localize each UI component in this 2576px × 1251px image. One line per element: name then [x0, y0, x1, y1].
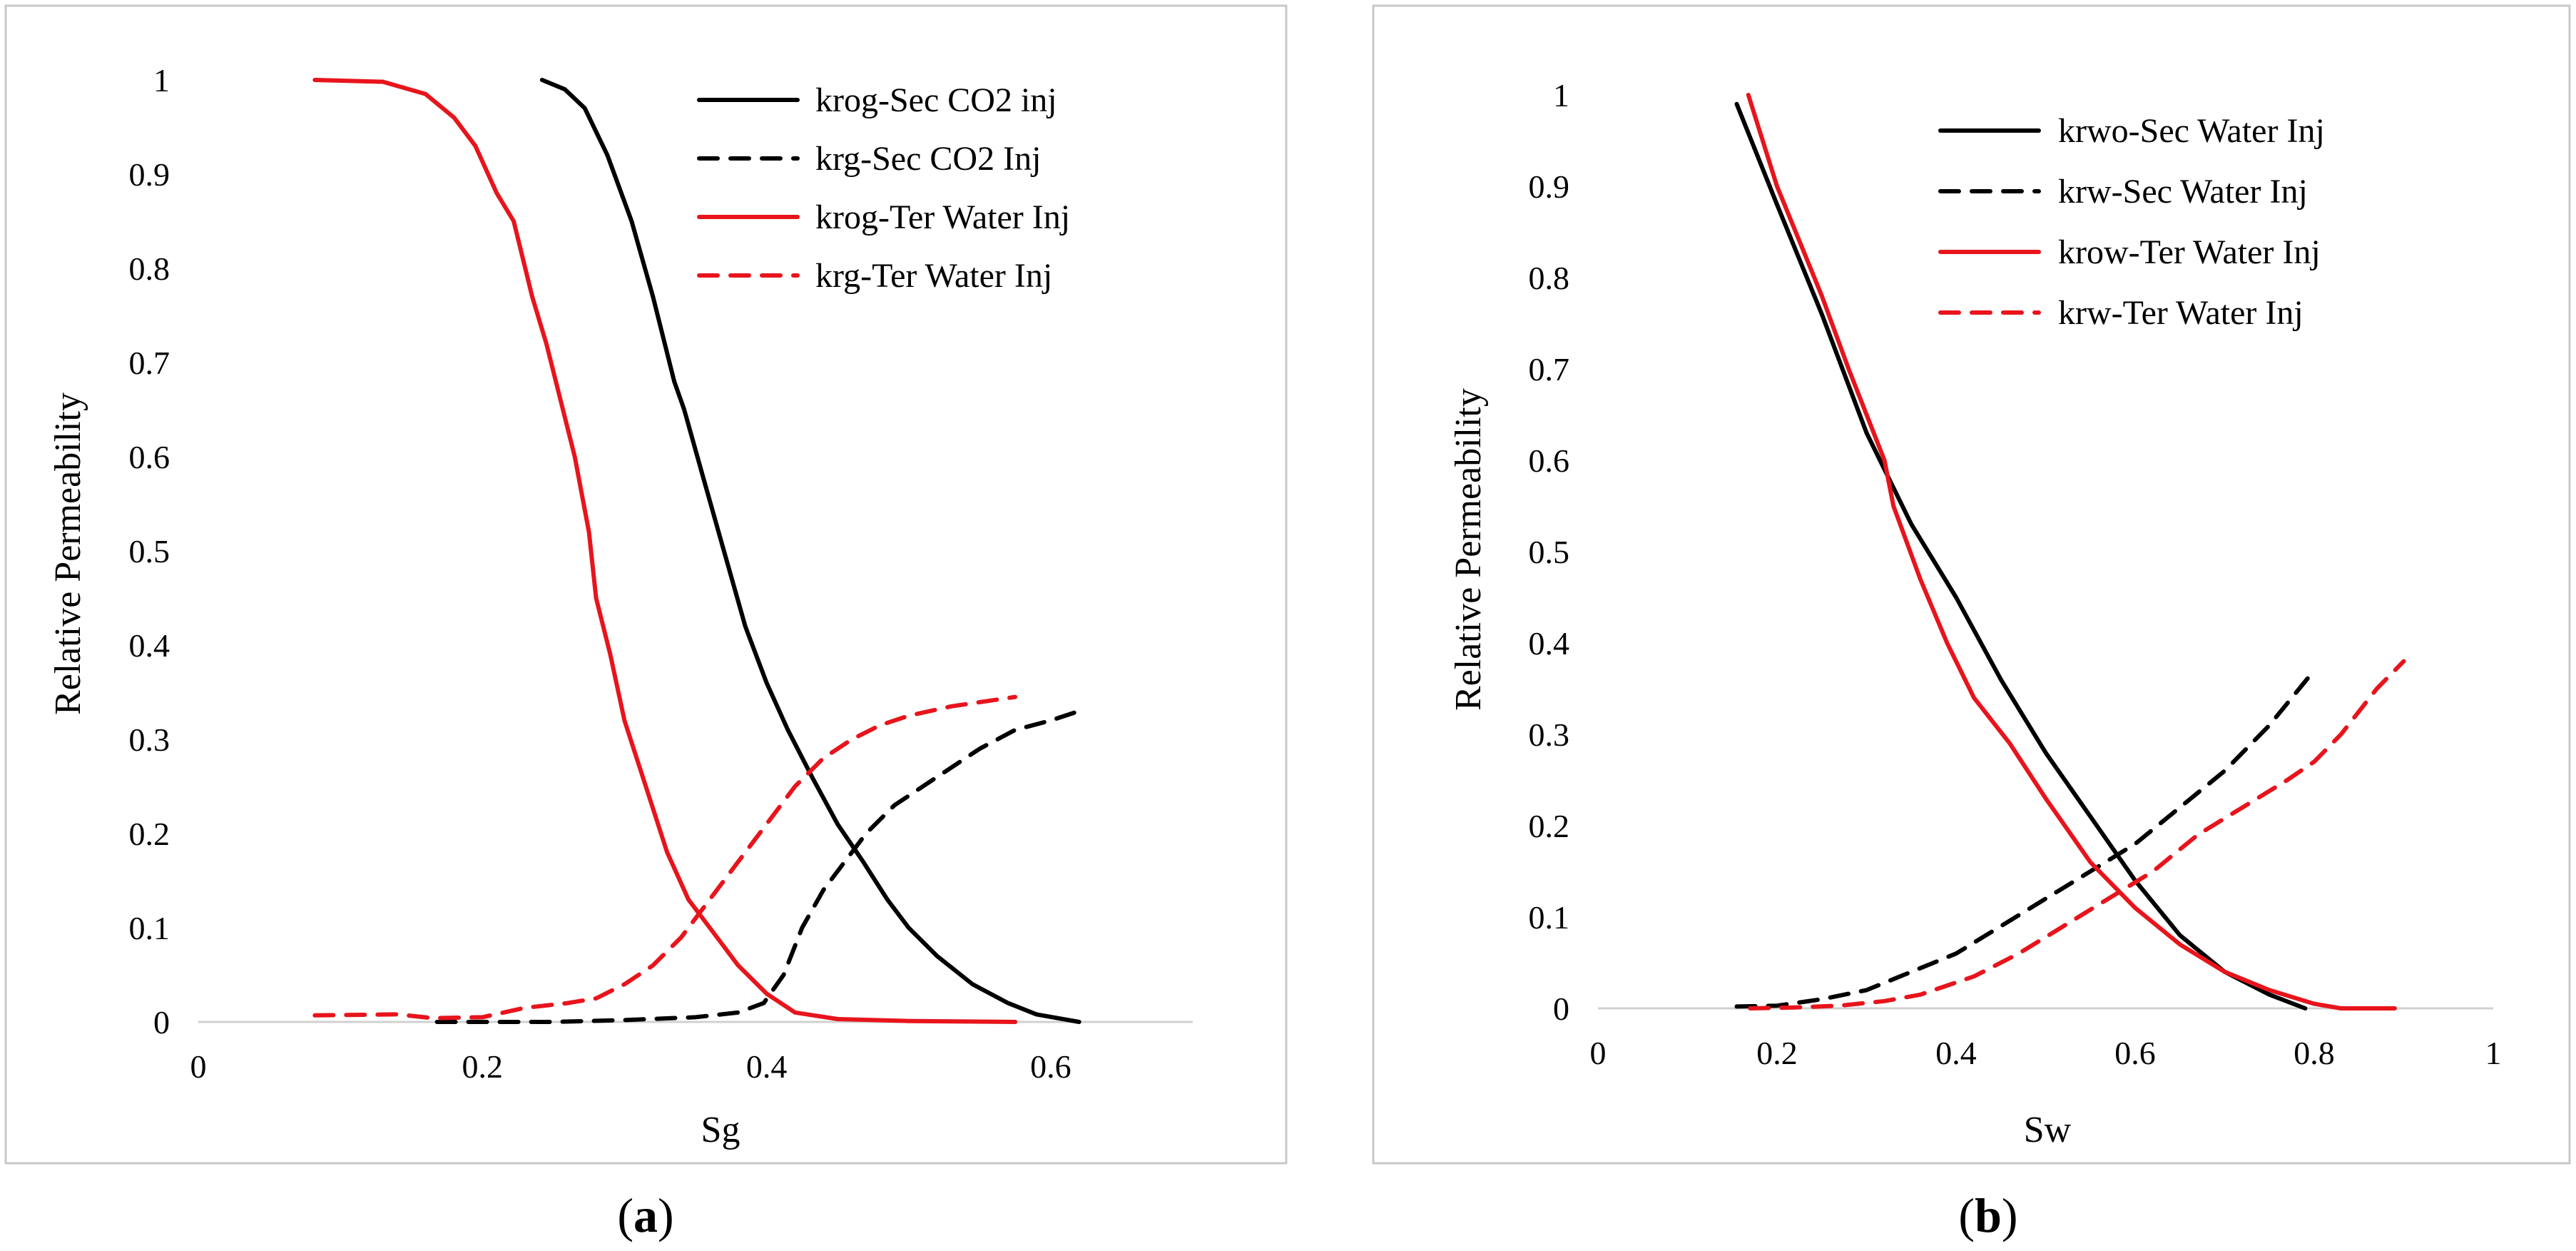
panel-a-y-tick-label: 0.4 — [129, 627, 170, 664]
panel-b-y-tick-label: 0.3 — [1529, 716, 1570, 753]
panel-a-y-tick-label: 0.3 — [129, 721, 170, 758]
panel-a-legend-label-4: krg-Ter Water Inj — [815, 257, 1052, 295]
panel-a-y-tick-label: 0.5 — [129, 533, 170, 569]
panel-a-x-tick-label: 0 — [190, 1048, 207, 1085]
panel-b-y-ticks: 0 0.1 0.2 0.3 0.4 0.5 0.6 0.7 0.8 0.9 1 — [1529, 77, 1570, 1027]
panel-b-series-3-line — [1746, 93, 2397, 1011]
panel-a-caption-letter: a — [633, 1188, 658, 1242]
panel-b-x-tick-label: 0.8 — [2294, 1035, 2335, 1071]
panel-a-x-tick-label: 0.2 — [462, 1048, 504, 1085]
panel-b-x-tick-label: 0.2 — [1756, 1035, 1798, 1071]
panel-a-y-tick-label: 0.8 — [129, 250, 170, 287]
panel-a-y-tick-label: 1 — [153, 62, 170, 98]
panel-a-legend: krog-Sec CO2 inj krg-Sec CO2 Inj krog-Ter … — [697, 81, 1070, 295]
panel-b-y-tick-label: 0.7 — [1529, 351, 1570, 388]
panel-b-series-4-line — [1748, 659, 2406, 1011]
panel-a-y-tick-label: 0.9 — [129, 156, 170, 193]
panel-b-y-tick-label: 0.9 — [1529, 168, 1570, 205]
panel-a-x-tick-label: 0.4 — [746, 1048, 788, 1085]
panel-b-x-tick-label: 0.6 — [2114, 1035, 2156, 1071]
panel-a-legend-label-1: krog-Sec CO2 inj — [815, 81, 1057, 119]
panel-b-legend-label-3: krow-Ter Water Inj — [2058, 233, 2321, 271]
panel-b-y-tick-label: 0 — [1553, 991, 1569, 1027]
panel-a-caption: (a) — [617, 1188, 673, 1242]
panel-a-x-ticks: 0 0.2 0.4 0.6 — [190, 1048, 1071, 1085]
panel-b-y-tick-label: 0.6 — [1529, 442, 1570, 479]
panel-a-x-axis-title: Sg — [701, 1110, 740, 1150]
panel-b-y-tick-label: 0.2 — [1529, 808, 1570, 844]
panel-b-legend-label-1: krwo-Sec Water Inj — [2058, 112, 2325, 150]
panel-a-y-tick-label: 0.7 — [129, 345, 170, 381]
panel-b-y-tick-label: 0.1 — [1529, 899, 1570, 936]
panel-a-y-tick-label: 0.6 — [129, 439, 170, 475]
panel-b-caption: (b) — [1958, 1188, 2017, 1242]
panel-a-y-tick-label: 0 — [153, 1004, 170, 1040]
panel-b-legend-label-4: krw-Ter Water Inj — [2058, 294, 2303, 332]
panel-b-frame — [1372, 4, 2571, 1165]
panel-a-series-1-line — [539, 78, 1081, 1024]
panel-a-frame — [4, 4, 1288, 1165]
panel-a-y-tick-label: 0.1 — [129, 910, 170, 946]
panel-b-y-tick-label: 0.4 — [1529, 625, 1570, 662]
panel-b-x-axis-title: Sw — [2024, 1110, 2072, 1150]
panel-a-series-4-line — [312, 694, 1018, 1020]
panel-a-chart: 0 0.2 0.4 0.6 0 0.1 0.2 0.3 0.4 0.5 0.6 0.7 0.8 0.9 1… — [4, 4, 1288, 1165]
panel-a-y-tick-label: 0.2 — [129, 816, 170, 852]
panel-b-y-tick-label: 0.5 — [1529, 534, 1570, 570]
panel-b-y-tick-label: 0.8 — [1529, 260, 1570, 296]
panel-a-legend-label-2: krg-Sec CO2 Inj — [815, 140, 1041, 178]
panel-b-x-tick-label: 0 — [1590, 1035, 1607, 1071]
panel-a-series-2-line — [434, 709, 1081, 1024]
panel-b-y-axis-title: Relative Permeability — [1448, 388, 1489, 711]
panel-a-legend-label-3: krog-Ter Water Inj — [815, 198, 1070, 236]
panel-b-x-tick-label: 1 — [2485, 1035, 2502, 1071]
panel-b-x-tick-label: 0.4 — [1935, 1035, 1977, 1071]
panel-a-y-ticks: 0 0.1 0.2 0.3 0.4 0.5 0.6 0.7 0.8 0.9 1 — [129, 62, 170, 1040]
panel-b-y-tick-label: 1 — [1553, 77, 1569, 113]
panel-a-series — [312, 78, 1081, 1024]
panel-b-x-ticks: 0 0.2 0.4 0.6 0.8 1 — [1590, 1035, 2502, 1071]
panel-a-x-tick-label: 0.6 — [1030, 1048, 1071, 1085]
panel-a-y-axis-title: Relative Permeability — [48, 392, 88, 715]
panel-b-chart: 0 0.2 0.4 0.6 0.8 1 0 0.1 0.2 0.3 0.4 0.5 0.6 0.7 0.8… — [1372, 4, 2571, 1165]
panel-b-legend-label-2: krw-Sec Water Inj — [2058, 173, 2308, 211]
panel-b-series — [1734, 93, 2406, 1011]
panel-b-series-2-line — [1734, 668, 2316, 1009]
panel-a-series-3-line — [312, 78, 1018, 1024]
panel-b-legend: krwo-Sec Water Inj krw-Sec Water Inj krow-… — [1938, 112, 2325, 332]
panel-b-caption-letter: b — [1975, 1188, 2002, 1242]
